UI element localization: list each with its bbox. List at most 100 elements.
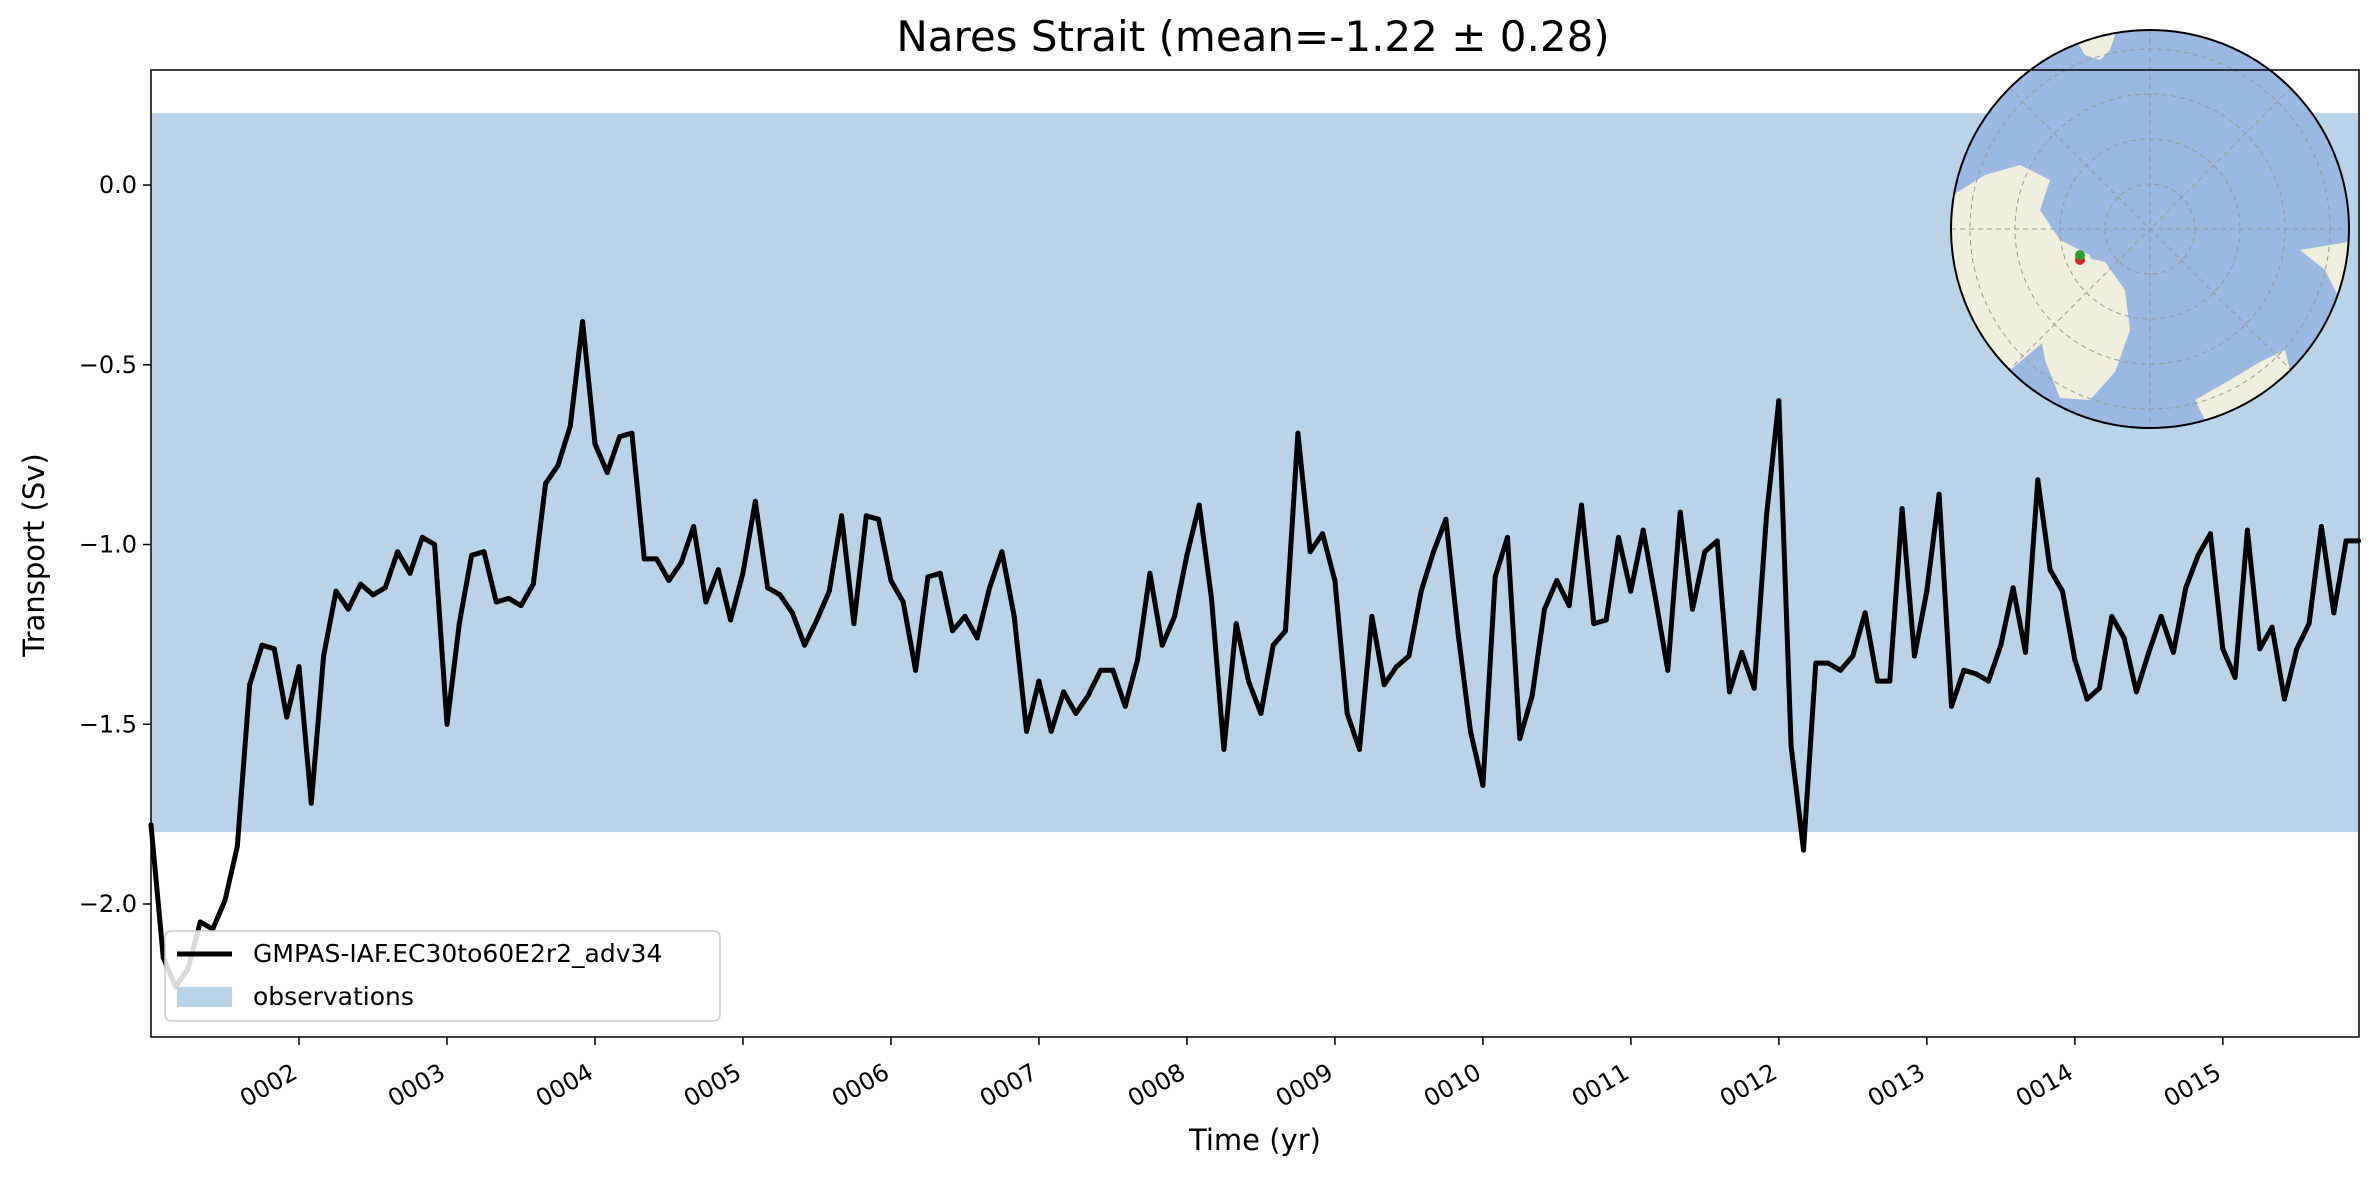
series-point: [641, 556, 647, 562]
series-point: [271, 646, 277, 652]
series-point: [1936, 491, 1942, 497]
series-point: [1431, 549, 1436, 555]
legend-label-observations: observations: [253, 982, 414, 1011]
series-point: [703, 599, 709, 605]
series-point: [1369, 613, 1375, 619]
series-point: [629, 430, 635, 436]
section-start-marker: [2075, 250, 2085, 260]
series-point: [925, 574, 931, 580]
series-point: [715, 567, 721, 573]
legend-band-swatch: [177, 987, 232, 1007]
series-point: [1258, 711, 1264, 716]
series-point: [752, 498, 758, 504]
series-point: [814, 617, 820, 623]
series-point: [900, 599, 906, 605]
series-point: [1184, 552, 1190, 558]
series-point: [1443, 516, 1449, 522]
series-point: [2096, 685, 2102, 691]
series-point: [395, 549, 401, 555]
series-point: [1418, 588, 1424, 594]
series-point: [2035, 477, 2041, 483]
series-point: [1690, 606, 1695, 612]
series-point: [1850, 653, 1856, 659]
series-point: [987, 585, 993, 591]
series-point: [1110, 667, 1116, 673]
series-point: [1542, 606, 1547, 612]
y-tick-label: 0.0: [99, 171, 137, 199]
series-point: [1159, 642, 1165, 648]
y-axis: 0.0 −0.5 −1.0 −1.5 −2.0: [79, 171, 151, 918]
series-point: [1357, 746, 1362, 752]
series-point: [913, 667, 919, 673]
map-graticule: [1951, 30, 2349, 428]
series-point: [839, 513, 845, 519]
series-point: [1714, 538, 1720, 544]
x-tick-label: 0007: [975, 1058, 1042, 1113]
series-point: [1603, 617, 1609, 623]
series-point: [863, 513, 869, 519]
chart-title: Nares Strait (mean=-1.22 ± 0.28): [896, 12, 1609, 61]
x-tick-label: 0004: [531, 1058, 598, 1113]
series-point: [1073, 711, 1079, 716]
series-point: [543, 480, 549, 486]
x-tick-label: 0003: [383, 1058, 450, 1113]
series-point: [1579, 502, 1584, 508]
land-greenland: [2038, 255, 2130, 400]
series-point: [1517, 736, 1523, 742]
series-point: [1468, 728, 1473, 734]
series-point: [1505, 534, 1510, 540]
series-point: [1924, 588, 1930, 594]
series-point: [1838, 667, 1843, 673]
y-axis-label: Transport (Sv): [17, 453, 51, 658]
series-point: [1591, 621, 1597, 627]
series-point: [1628, 588, 1634, 594]
series-point: [2158, 613, 2164, 619]
series-point: [851, 621, 857, 627]
x-tick-label: 0013: [1863, 1058, 1930, 1113]
series-point: [308, 800, 314, 806]
x-tick-label: 0010: [1419, 1058, 1486, 1113]
series-point: [345, 606, 351, 612]
series-point: [2183, 585, 2189, 591]
series-point: [2109, 613, 2115, 619]
series-point: [1122, 703, 1128, 709]
land-north-arc: [2070, 30, 2120, 60]
series-point: [1825, 660, 1831, 666]
legend: GMPAS-IAF.EC30to60E2r2_adv34 observation…: [164, 930, 721, 1022]
series-point: [284, 714, 290, 720]
series-point: [604, 470, 610, 476]
series-point: [1332, 578, 1338, 583]
series-point: [518, 603, 524, 609]
series-point: [1172, 613, 1178, 619]
series-point: [2133, 689, 2139, 695]
series-point: [1455, 631, 1461, 637]
series-point: [666, 578, 672, 583]
series-point: [1961, 667, 1967, 673]
series-point: [876, 516, 882, 522]
series-point: [592, 441, 598, 447]
series-point: [2084, 696, 2090, 702]
series-point: [1344, 711, 1350, 716]
series-point: [1739, 649, 1745, 655]
series-point: [247, 682, 253, 688]
series-point: [1246, 678, 1251, 684]
series-point: [1949, 703, 1954, 709]
series-point: [2232, 675, 2238, 680]
x-tick-label: 0006: [827, 1058, 894, 1113]
series-point: [2146, 649, 2152, 655]
series-point: [1554, 578, 1560, 583]
series-point: [1209, 595, 1214, 601]
series-point: [382, 585, 388, 591]
series-point: [1776, 398, 1782, 404]
series-point: [493, 599, 499, 605]
series-point: [2244, 527, 2250, 533]
series-point: [1887, 678, 1893, 684]
series-point: [1147, 570, 1153, 576]
series-point: [481, 549, 487, 555]
series-point: [1221, 746, 1227, 752]
series-point: [1024, 728, 1030, 734]
series-point: [728, 617, 734, 623]
series-point: [1899, 506, 1905, 512]
